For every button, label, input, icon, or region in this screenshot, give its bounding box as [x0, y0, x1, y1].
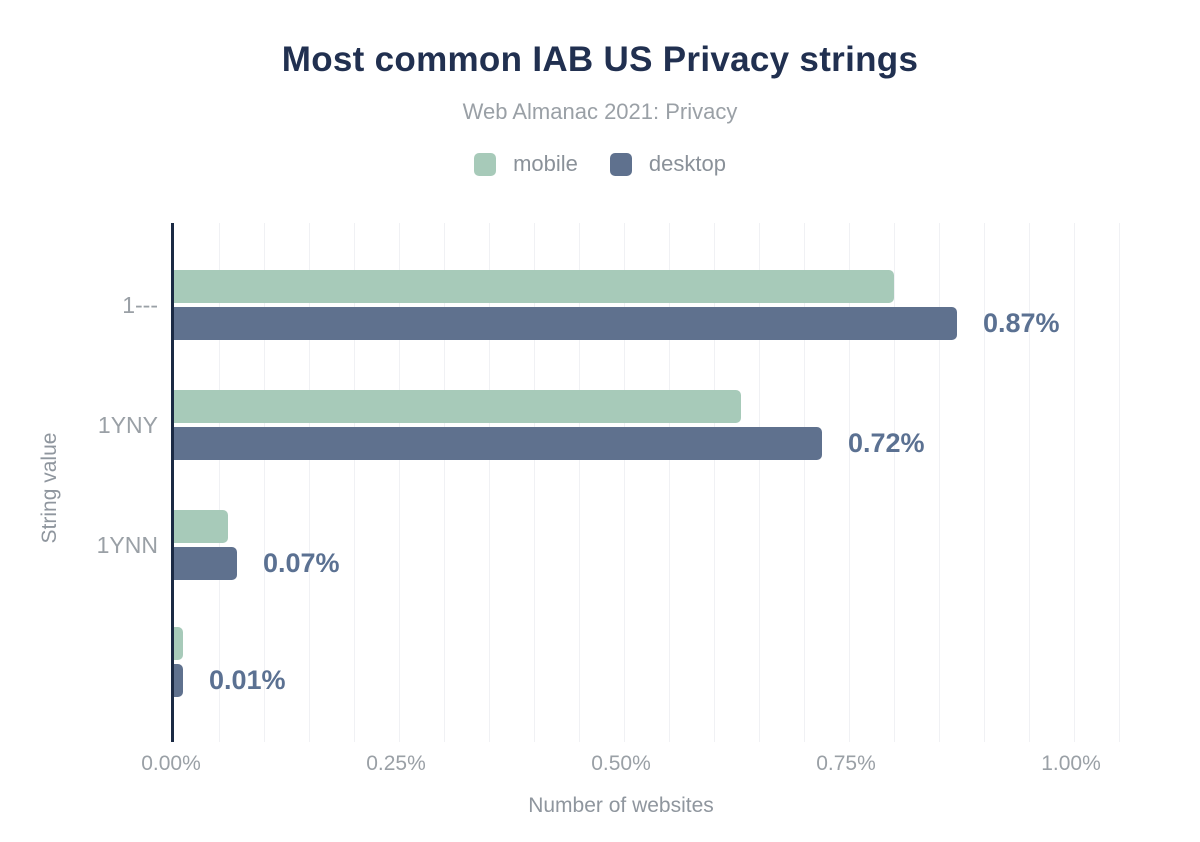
bar-desktop-1YNN [174, 547, 237, 580]
x-tick-label: 0.00% [141, 752, 201, 775]
gridline [579, 223, 580, 742]
data-label: 0.01% [209, 665, 286, 695]
gridline [759, 223, 760, 742]
bar-mobile-1YNN [174, 510, 228, 543]
category-label: 1YNN [96, 532, 158, 558]
bar-mobile-1--- [174, 270, 894, 303]
x-tick-label: 1.00% [1041, 752, 1101, 775]
y-axis-title: String value [38, 432, 61, 544]
gridline [939, 223, 940, 742]
gridline [804, 223, 805, 742]
gridline [264, 223, 265, 742]
gridline [669, 223, 670, 742]
data-label: 0.07% [263, 548, 340, 578]
bar-desktop-1--- [174, 307, 957, 340]
gridline [309, 223, 310, 742]
gridline [894, 223, 895, 742]
legend-swatch-mobile-icon [474, 152, 497, 176]
gridline [489, 223, 490, 742]
legend-swatch-desktop-icon [609, 152, 632, 176]
bar-mobile-1YNY [174, 390, 741, 423]
gridline [219, 223, 220, 742]
category-label: 1YNY [97, 412, 158, 438]
gridline [534, 223, 535, 742]
category-label [26, 649, 158, 676]
x-tick-label: 0.50% [591, 752, 651, 775]
bar-desktop-1YNY [174, 427, 822, 460]
gridline [849, 223, 850, 742]
data-label: 0.72% [848, 428, 925, 458]
gridline [1119, 223, 1120, 742]
chart-title: Most common IAB US Privacy strings [281, 40, 919, 79]
gridline [624, 223, 625, 742]
gridline [1074, 223, 1075, 742]
data-label: 0.87% [983, 308, 1060, 338]
gridline [444, 223, 445, 742]
x-tick-label: 0.75% [816, 752, 876, 775]
gridline [1029, 223, 1030, 742]
legend: mobile desktop [0, 151, 1200, 177]
legend-item-mobile: mobile [474, 151, 578, 177]
legend-label-mobile: mobile [513, 151, 578, 176]
gridline [984, 223, 985, 742]
bar-desktop-blank [174, 664, 183, 697]
x-tick-label: 0.25% [366, 752, 426, 775]
legend-label-desktop: desktop [648, 151, 726, 176]
bar-mobile-blank [174, 627, 183, 660]
legend-item-desktop: desktop [609, 151, 726, 177]
gridline [399, 223, 400, 742]
chart-subtitle: Web Almanac 2021: Privacy [462, 99, 738, 124]
x-axis-title: Number of websites [528, 794, 714, 817]
plot-area: 0.87% 0.72% 0.07% 0.01% [171, 223, 1146, 742]
category-label: 1--- [122, 292, 158, 318]
gridline [354, 223, 355, 742]
gridline [714, 223, 715, 742]
